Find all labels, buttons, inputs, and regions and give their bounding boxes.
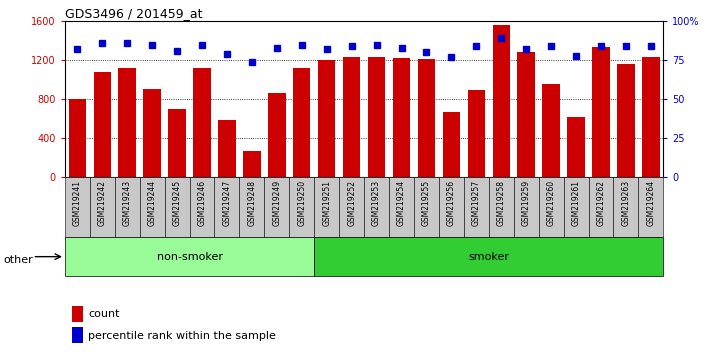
Text: count: count	[88, 309, 120, 319]
Bar	[468, 90, 485, 177]
Text: GSM219241: GSM219241	[73, 180, 82, 226]
Bar	[215, 177, 239, 237]
Bar	[268, 93, 286, 177]
Bar	[339, 177, 364, 237]
Text: GSM219252: GSM219252	[347, 180, 356, 226]
Bar	[617, 64, 634, 177]
Bar	[314, 177, 339, 237]
Text: GDS3496 / 201459_at: GDS3496 / 201459_at	[65, 7, 203, 20]
Bar	[243, 151, 260, 177]
Bar	[439, 177, 464, 237]
Text: GSM219263: GSM219263	[622, 180, 630, 226]
Bar	[190, 177, 215, 237]
Bar	[642, 57, 660, 177]
Text: non-smoker: non-smoker	[156, 252, 223, 262]
Bar	[539, 177, 564, 237]
Text: GSM219254: GSM219254	[397, 180, 406, 226]
Bar	[343, 57, 360, 177]
Bar	[289, 177, 314, 237]
Bar	[518, 52, 535, 177]
Bar	[364, 177, 389, 237]
Text: GSM219257: GSM219257	[472, 180, 481, 226]
Bar	[414, 177, 439, 237]
Text: GSM219249: GSM219249	[273, 180, 281, 226]
Bar	[193, 68, 211, 177]
Text: GSM219264: GSM219264	[646, 180, 655, 226]
Text: GSM219258: GSM219258	[497, 180, 505, 226]
Bar	[492, 25, 510, 177]
Text: percentile rank within the sample: percentile rank within the sample	[88, 331, 276, 341]
Bar	[638, 177, 663, 237]
Text: GSM219247: GSM219247	[223, 180, 231, 226]
Text: GSM219260: GSM219260	[547, 180, 556, 226]
Bar	[567, 117, 585, 177]
Text: GSM219244: GSM219244	[148, 180, 156, 226]
Bar	[368, 57, 385, 177]
Bar	[314, 237, 663, 276]
Text: GSM219253: GSM219253	[372, 180, 381, 226]
Text: GSM219250: GSM219250	[297, 180, 306, 226]
Text: GSM219242: GSM219242	[98, 180, 107, 226]
Bar	[443, 112, 460, 177]
Bar	[68, 99, 86, 177]
Bar	[592, 47, 610, 177]
Bar	[542, 84, 559, 177]
Bar	[115, 177, 140, 237]
Bar	[614, 177, 638, 237]
Bar	[318, 60, 335, 177]
Bar	[393, 58, 410, 177]
Text: smoker: smoker	[468, 252, 509, 262]
Bar	[564, 177, 588, 237]
Bar	[239, 177, 265, 237]
Bar	[65, 237, 314, 276]
Text: GSM219256: GSM219256	[447, 180, 456, 226]
Bar	[389, 177, 414, 237]
Bar	[293, 68, 311, 177]
Text: other: other	[4, 255, 33, 265]
Bar	[218, 120, 236, 177]
Bar	[143, 89, 161, 177]
Text: GSM219255: GSM219255	[422, 180, 431, 226]
Text: GSM219262: GSM219262	[596, 180, 606, 226]
Bar	[417, 59, 435, 177]
Text: GSM219243: GSM219243	[123, 180, 132, 226]
Bar	[588, 177, 614, 237]
Bar	[164, 177, 190, 237]
Bar	[513, 177, 539, 237]
Bar	[265, 177, 289, 237]
Bar	[140, 177, 164, 237]
Text: GSM219245: GSM219245	[172, 180, 182, 226]
Text: GSM219251: GSM219251	[322, 180, 331, 226]
Text: GSM219259: GSM219259	[522, 180, 531, 226]
Text: GSM219248: GSM219248	[247, 180, 257, 226]
Bar	[65, 177, 90, 237]
Bar	[94, 72, 111, 177]
Bar	[169, 109, 186, 177]
Bar	[118, 68, 136, 177]
Bar	[464, 177, 489, 237]
Text: GSM219246: GSM219246	[198, 180, 206, 226]
Bar	[489, 177, 513, 237]
Bar	[90, 177, 115, 237]
Text: GSM219261: GSM219261	[572, 180, 580, 226]
